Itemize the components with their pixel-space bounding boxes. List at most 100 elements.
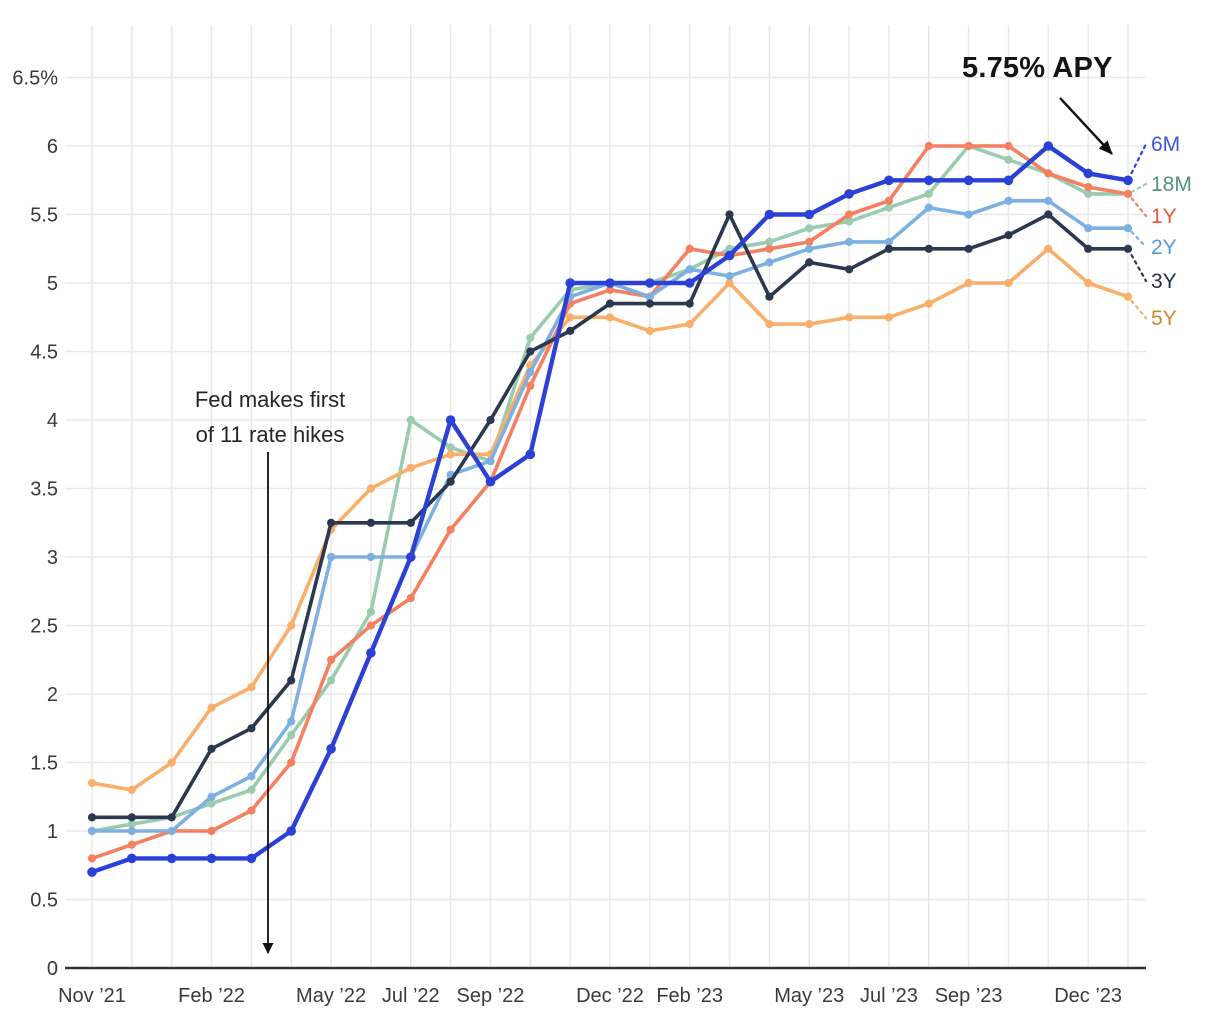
data-point-5y bbox=[884, 313, 894, 322]
data-point-3y bbox=[884, 244, 894, 253]
series-6m bbox=[87, 141, 1133, 877]
legend-connector-5y bbox=[1130, 299, 1148, 320]
data-point-3y bbox=[924, 244, 933, 253]
data-point-5y bbox=[1004, 278, 1013, 288]
y-tick-label: 4.5 bbox=[30, 342, 58, 364]
y-tick-label: 1.5 bbox=[30, 753, 58, 775]
data-point-5y bbox=[924, 299, 933, 308]
y-tick-label: 0.5 bbox=[30, 890, 58, 912]
data-point-18m bbox=[765, 237, 774, 246]
data-point-3y bbox=[805, 258, 814, 267]
data-point-18m bbox=[287, 731, 296, 740]
series-3y bbox=[87, 210, 1133, 822]
y-tick-label: 3.5 bbox=[30, 479, 58, 501]
data-point-18m bbox=[845, 217, 854, 226]
legend-connector-1y bbox=[1130, 197, 1148, 218]
y-axis-tick-labels: 0 0.5 1 1.5 2 2.5 3 3.5 4 4.5 5 5.5 6 6.5% bbox=[12, 68, 58, 981]
data-point-3y bbox=[1044, 210, 1053, 219]
data-point-5y bbox=[87, 778, 97, 788]
data-point-6m bbox=[605, 278, 615, 288]
data-point-3y bbox=[127, 813, 136, 822]
data-point-6m bbox=[366, 648, 376, 658]
data-point-2y bbox=[725, 272, 734, 281]
data-point-1y bbox=[924, 141, 933, 151]
legend-connector-6m bbox=[1130, 142, 1148, 175]
data-point-5y bbox=[566, 313, 575, 322]
data-point-1y bbox=[685, 244, 694, 253]
y-tick-label: 4 bbox=[47, 410, 58, 432]
data-point-3y bbox=[167, 813, 176, 822]
data-point-3y bbox=[1084, 244, 1093, 253]
data-point-5y bbox=[685, 320, 694, 329]
data-point-1y bbox=[845, 210, 854, 219]
data-point-5y bbox=[964, 278, 973, 288]
data-point-2y bbox=[167, 826, 176, 836]
data-point-18m bbox=[924, 189, 933, 198]
x-tick-label: May ’22 bbox=[296, 985, 366, 1007]
data-point-5y bbox=[167, 758, 176, 767]
data-point-18m bbox=[406, 415, 415, 425]
data-point-2y bbox=[924, 203, 933, 212]
legend-connector-18m bbox=[1130, 182, 1148, 194]
data-point-6m bbox=[87, 867, 97, 877]
x-tick-label: May ’23 bbox=[774, 985, 844, 1007]
data-point-1y bbox=[805, 237, 814, 246]
y-tick-label: 1 bbox=[47, 821, 58, 843]
data-point-6m bbox=[326, 744, 336, 754]
data-point-6m bbox=[127, 853, 137, 864]
data-point-18m bbox=[1084, 189, 1093, 198]
data-point-2y bbox=[805, 244, 814, 253]
data-point-3y bbox=[327, 518, 336, 527]
data-point-5y bbox=[446, 450, 455, 459]
data-point-2y bbox=[1044, 196, 1053, 205]
x-tick-label: Jul ’22 bbox=[382, 985, 440, 1007]
data-point-1y bbox=[127, 840, 136, 849]
data-point-6m bbox=[1123, 175, 1133, 186]
data-point-3y bbox=[406, 518, 415, 527]
data-point-6m bbox=[724, 250, 735, 261]
data-point-5y bbox=[287, 621, 296, 630]
fed-rate-hike-annotation: Fed makes first of 11 rate hikes bbox=[150, 382, 390, 452]
data-point-5y bbox=[127, 785, 136, 795]
data-point-3y bbox=[645, 299, 654, 308]
data-point-3y bbox=[486, 415, 495, 425]
x-tick-label: Jul ’23 bbox=[860, 985, 918, 1007]
data-point-1y bbox=[884, 196, 894, 205]
data-point-6m bbox=[525, 449, 536, 460]
data-point-2y bbox=[287, 717, 296, 726]
data-point-2y bbox=[207, 792, 216, 801]
data-point-1y bbox=[1044, 169, 1053, 178]
x-tick-label: Feb ’22 bbox=[178, 985, 245, 1007]
y-tick-label: 6 bbox=[47, 136, 58, 158]
data-point-3y bbox=[526, 347, 535, 356]
data-point-1y bbox=[207, 826, 216, 836]
y-tick-label: 3 bbox=[47, 547, 58, 569]
data-point-3y bbox=[765, 292, 774, 301]
data-point-3y bbox=[566, 326, 575, 335]
legend-label-18m: 18M bbox=[1151, 173, 1192, 196]
data-point-18m bbox=[327, 676, 336, 685]
data-point-1y bbox=[964, 141, 973, 151]
fed-annotation-line1: Fed makes first bbox=[194, 387, 346, 412]
y-tick-label: 5 bbox=[47, 273, 58, 295]
fed-annotation-line2: of 11 rate hikes bbox=[195, 422, 345, 447]
data-point-6m bbox=[764, 209, 775, 220]
apy-annotation: 5.75% APY bbox=[962, 52, 1113, 84]
data-point-3y bbox=[685, 299, 694, 308]
data-point-18m bbox=[1004, 155, 1013, 164]
data-point-6m bbox=[1043, 141, 1054, 151]
data-point-6m bbox=[963, 175, 974, 186]
legend-label-6m: 6M bbox=[1151, 133, 1180, 156]
data-point-2y bbox=[526, 368, 535, 377]
data-point-5y bbox=[1084, 278, 1093, 288]
data-point-6m bbox=[485, 476, 496, 487]
data-point-2y bbox=[1123, 224, 1133, 233]
data-point-1y bbox=[366, 621, 375, 630]
data-point-18m bbox=[366, 607, 375, 616]
legend-label-2y: 2Y bbox=[1151, 236, 1177, 259]
data-point-6m bbox=[924, 175, 934, 186]
data-point-1y bbox=[765, 244, 774, 253]
data-point-3y bbox=[725, 210, 734, 219]
data-point-1y bbox=[1123, 189, 1133, 198]
data-point-3y bbox=[605, 299, 615, 308]
